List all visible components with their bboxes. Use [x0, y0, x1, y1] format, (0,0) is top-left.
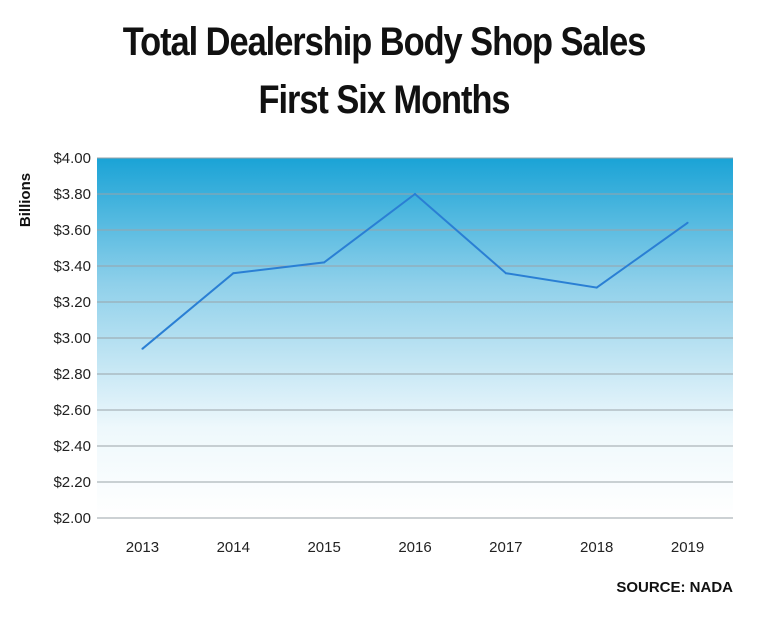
x-tick-label: 2017: [489, 539, 522, 556]
y-tick-label: $3.40: [53, 258, 91, 275]
y-tick-label: $3.20: [53, 294, 91, 311]
y-tick-label: $4.00: [53, 150, 91, 167]
data-point: [595, 286, 598, 289]
y-tick-label: $3.80: [53, 186, 91, 203]
series-line: [141, 192, 689, 350]
data-point: [141, 347, 144, 350]
x-tick-label: 2013: [126, 539, 159, 556]
gridlines: [97, 157, 733, 519]
data-point: [323, 261, 326, 264]
y-tick-label: $2.20: [53, 474, 91, 491]
data-point: [686, 221, 689, 224]
x-tick-label: 2019: [671, 539, 704, 556]
x-tick-label: 2015: [307, 539, 340, 556]
x-tick-label: 2014: [217, 539, 250, 556]
y-tick-labels: $2.00 $2.20 $2.40 $2.60 $2.80 $3.00 $3.20 $3.40…: [53, 150, 91, 527]
chart-title: Total Dealership Body Shop Sales: [122, 20, 647, 64]
data-point: [414, 193, 416, 195]
x-tick-label: 2018: [580, 539, 613, 556]
y-tick-label: $2.00: [53, 510, 91, 527]
data-point: [504, 272, 507, 275]
y-tick-label: $3.60: [53, 222, 91, 239]
y-tick-label: $3.00: [53, 330, 91, 347]
y-tick-label: $2.80: [53, 366, 91, 383]
x-tick-labels: 2013 2014 2015 2016 2017 2018 2019: [126, 539, 705, 556]
source-note: SOURCE: NADA: [616, 579, 733, 596]
y-axis-label: Billions: [17, 173, 34, 227]
y-tick-label: $2.40: [53, 438, 91, 455]
y-tick-label: $2.60: [53, 402, 91, 419]
chart-subtitle: First Six Months: [258, 78, 510, 122]
data-point: [232, 272, 235, 275]
x-tick-label: 2016: [398, 539, 431, 556]
